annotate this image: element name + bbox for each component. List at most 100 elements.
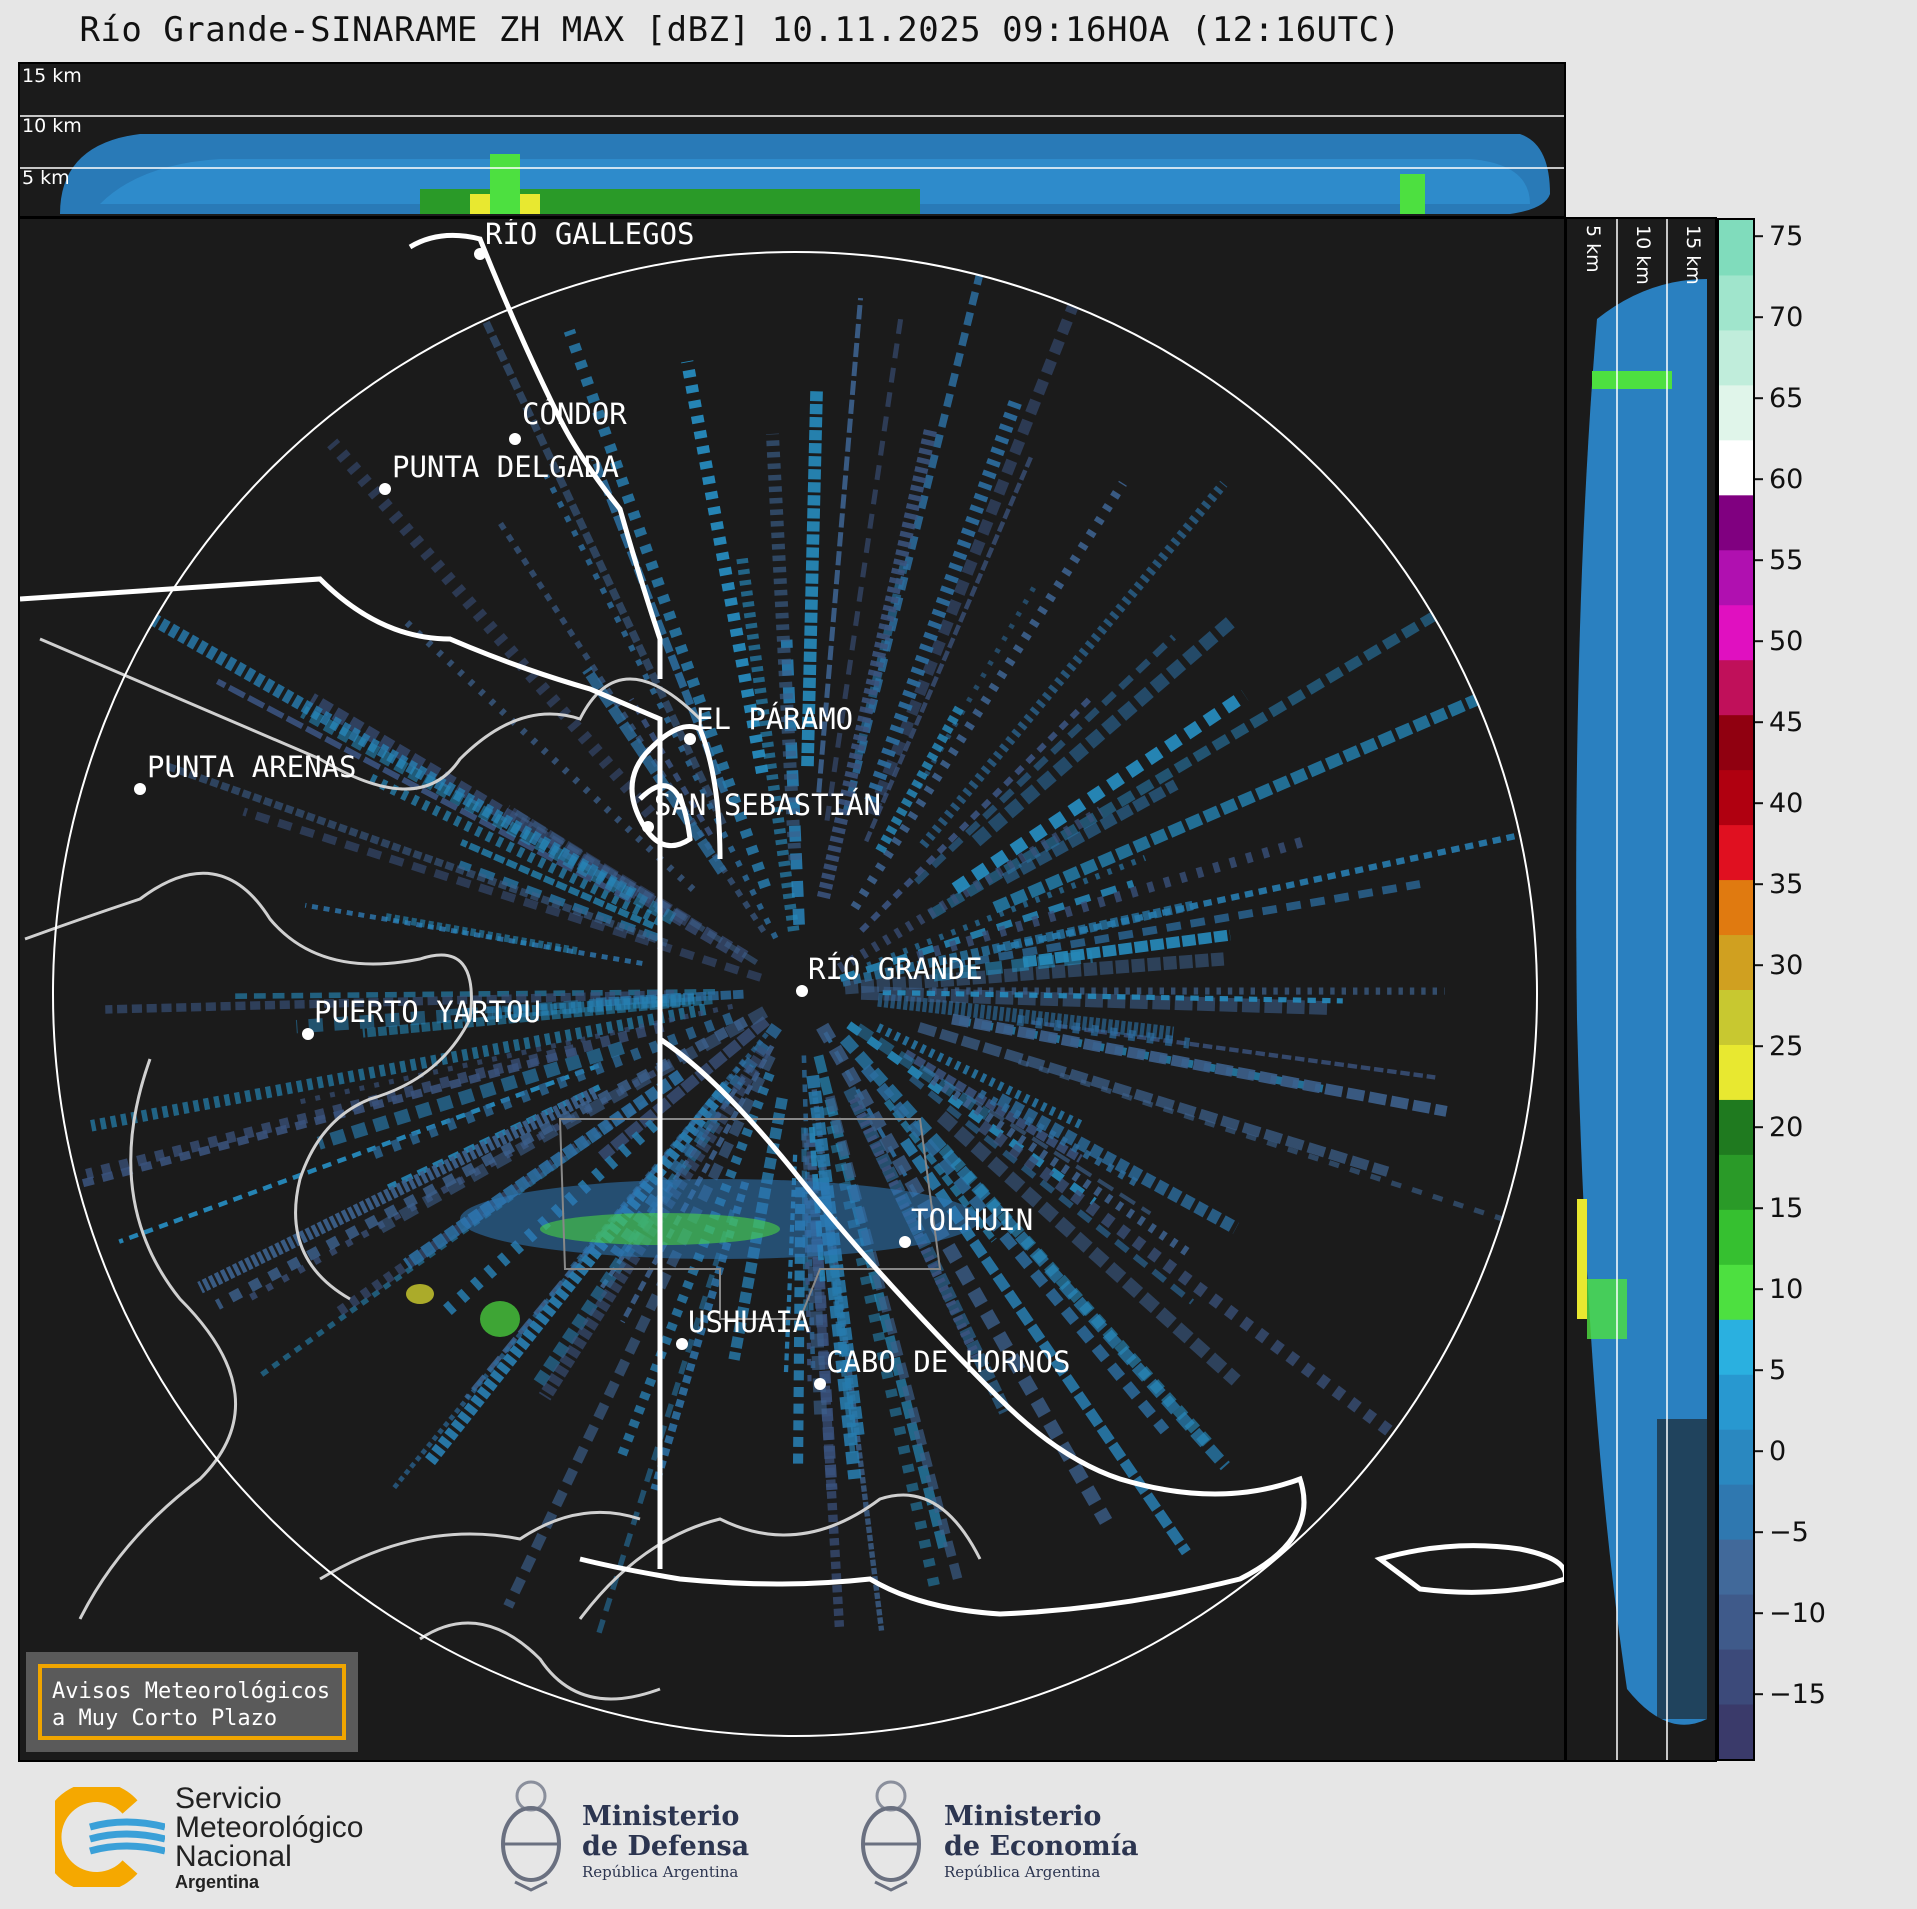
radar-echo-ray [616,1071,775,1459]
top-height-label: 5 km [22,167,70,189]
colorbar-tick-label: 10 [1769,1274,1803,1305]
radar-echo-ray [460,272,727,826]
radar-echo-ray [841,900,1194,987]
radar-echo-ray [368,773,663,926]
colorbar-swatch [1719,1649,1753,1705]
radar-echo-ray [950,880,1421,970]
place-label: RÍO GRANDE [808,952,983,986]
colorbar-tick-label: 65 [1769,383,1803,414]
radar-echo-ray [854,1023,991,1120]
radar-echo-ray [859,696,1092,933]
notice-line: a Muy Corto Plazo [52,1706,278,1731]
defensa-line: de Defensa [582,1831,750,1862]
top-height-label: 15 km [22,65,82,87]
colorbar-tick-label: 70 [1769,302,1803,333]
place-label: SAN SEBASTIÁN [654,788,881,822]
colorbar-tick-label: 0 [1769,1436,1786,1467]
radar-echo-ray [496,519,767,934]
colorbar-swatch [1719,714,1753,771]
coat-of-arms-icon [501,1780,561,1892]
colorbar-swatch [1719,1374,1753,1430]
colorbar-swatch [1719,1209,1753,1265]
colorbar-swatch [1719,1319,1753,1375]
side-height-label: 15 km [1682,225,1704,285]
footer-logos: Servicio Meteorológico Nacional Argentin… [0,1762,1917,1909]
radar-echo-ray [919,480,1228,849]
radar-echo-ray [839,1034,1230,1471]
place-label: PUNTA DELGADA [392,450,619,484]
colorbar-swatch [1719,384,1753,441]
radar-echo-ray [736,556,800,932]
radar-echo-ray [917,1022,1390,1177]
radar-echo-ray [936,1111,1241,1386]
radar-echo-ray [951,1013,1448,1117]
side-cross-section: 5 km 10 km 15 km [1576,219,1707,1760]
radar-echo-ray [977,1120,1455,1482]
defensa-line: República Argentina [582,1863,739,1881]
radar-echo-ray [316,1041,625,1150]
radar-echo-ray [908,1075,1195,1305]
top-cross-section-panel: 15 km 10 km 5 km [18,62,1566,218]
place-label: EL PÁRAMO [696,702,853,736]
colorbar-tick-label: 60 [1769,464,1803,495]
radar-echo-ray [866,284,1087,817]
colorbar-swatch [1719,879,1753,936]
radar-echo-ray [582,666,727,875]
colorbar-swatch [1719,934,1753,990]
range-ring [52,251,1538,1737]
colorbar-swatch [1719,1429,1753,1485]
radar-echo-ray [864,394,1024,804]
colorbar-tick-label: 75 [1769,221,1803,252]
economia-line: Ministerio [944,1801,1102,1832]
radar-echo-ray [327,438,656,819]
radar-echo-ray [242,807,763,982]
radar-echo-ray [877,992,1175,1041]
colorbar-swatch [1719,1264,1753,1320]
radar-echo-ray [850,480,1127,911]
place-markers [134,248,911,1390]
radar-echo-ray [951,690,1249,895]
radar-echo-ray [304,902,643,966]
colorbar-tick-label: 50 [1769,626,1803,657]
radar-echo-ray [780,639,805,925]
radar-echo-ray [824,310,905,822]
smn-line: Meteorológico [175,1811,364,1844]
place-label: CÓNDOR [522,397,627,431]
colorbar-tick-label: 35 [1769,869,1803,900]
top-cross-section: 15 km 10 km 5 km [20,65,1564,214]
radar-echo-ray [1031,1020,1436,1080]
colorbar [1717,218,1755,1761]
radar-echo-ray [883,1098,997,1243]
top-height-label: 10 km [22,115,82,137]
place-label: CABO DE HORNOS [826,1345,1070,1379]
colorbar-swatch [1719,1539,1753,1595]
radar-echo-ray [424,1081,733,1466]
notice-line: Avisos Meteorológicos [52,1679,331,1704]
radar-echo-ray [728,1097,788,1361]
radar-echo-ray [922,1066,1152,1216]
economia-line: República Argentina [944,1863,1101,1881]
smn-line: Argentina [175,1872,260,1892]
radar-echo-ray [386,1084,601,1190]
colorbar-swatch [1719,1154,1753,1210]
side-height-label: 5 km [1582,225,1604,273]
radar-echo-ray [836,806,1104,973]
smn-logo-icon [55,1787,165,1887]
colorbar-swatch [1719,1594,1753,1650]
radar-echo-ray [875,705,964,854]
radar-echo-ray [367,1012,734,1161]
radar-echo-ray [938,1144,1217,1452]
smn-line: Servicio [175,1782,282,1815]
radar-echo-ray [977,1089,1142,1189]
colorbar-swatch [1719,274,1753,331]
defensa-logo-text: Ministerio de Defensa República Argentin… [582,1802,749,1882]
radar-echo-ray [811,1089,885,1631]
radar-echoes [53,252,1537,1638]
colorbar-swatch [1719,659,1753,716]
radar-echo-ray [105,990,675,1014]
colorbar-swatches [1719,220,1753,1759]
colorbar-tick-label: 15 [1769,1193,1803,1224]
radar-echo-ray [842,252,991,815]
radar-echo-ray [806,1074,865,1437]
